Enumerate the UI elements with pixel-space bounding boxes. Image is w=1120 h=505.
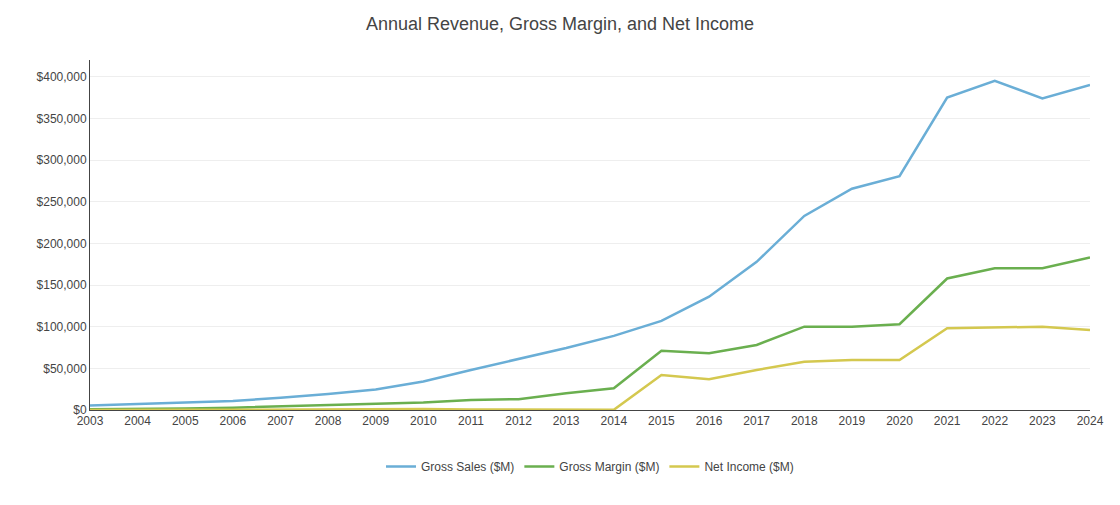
- svg-text:2013: 2013: [553, 414, 580, 428]
- svg-text:$200,000: $200,000: [37, 237, 87, 251]
- svg-text:2020: 2020: [886, 414, 913, 428]
- svg-text:2005: 2005: [172, 414, 199, 428]
- svg-text:$300,000: $300,000: [37, 153, 87, 167]
- svg-text:2023: 2023: [1029, 414, 1056, 428]
- svg-text:Net Income ($M): Net Income ($M): [704, 460, 793, 474]
- svg-text:2011: 2011: [458, 414, 484, 428]
- svg-text:Annual Revenue, Gross Margin,: Annual Revenue, Gross Margin, and Net In…: [366, 14, 754, 34]
- svg-text:2019: 2019: [839, 414, 866, 428]
- svg-text:2012: 2012: [505, 414, 532, 428]
- svg-text:2003: 2003: [77, 414, 104, 428]
- svg-text:2010: 2010: [410, 414, 437, 428]
- svg-text:2018: 2018: [791, 414, 818, 428]
- svg-text:$350,000: $350,000: [37, 112, 87, 126]
- svg-text:$50,000: $50,000: [43, 362, 87, 376]
- svg-text:2006: 2006: [220, 414, 247, 428]
- svg-text:$400,000: $400,000: [37, 70, 87, 84]
- svg-text:$100,000: $100,000: [37, 320, 87, 334]
- svg-text:2017: 2017: [743, 414, 770, 428]
- svg-text:2016: 2016: [696, 414, 723, 428]
- svg-text:2022: 2022: [981, 414, 1008, 428]
- svg-text:2008: 2008: [315, 414, 342, 428]
- svg-text:$0: $0: [73, 403, 87, 417]
- svg-text:2007: 2007: [267, 414, 294, 428]
- svg-text:$150,000: $150,000: [37, 278, 87, 292]
- svg-text:2004: 2004: [124, 414, 151, 428]
- svg-text:2015: 2015: [648, 414, 675, 428]
- svg-text:2021: 2021: [934, 414, 961, 428]
- svg-text:Gross Margin ($M): Gross Margin ($M): [559, 460, 659, 474]
- svg-text:2009: 2009: [362, 414, 389, 428]
- svg-text:2024: 2024: [1077, 414, 1104, 428]
- svg-text:2014: 2014: [600, 414, 627, 428]
- svg-text:$250,000: $250,000: [37, 195, 87, 209]
- svg-text:Gross Sales ($M): Gross Sales ($M): [421, 460, 514, 474]
